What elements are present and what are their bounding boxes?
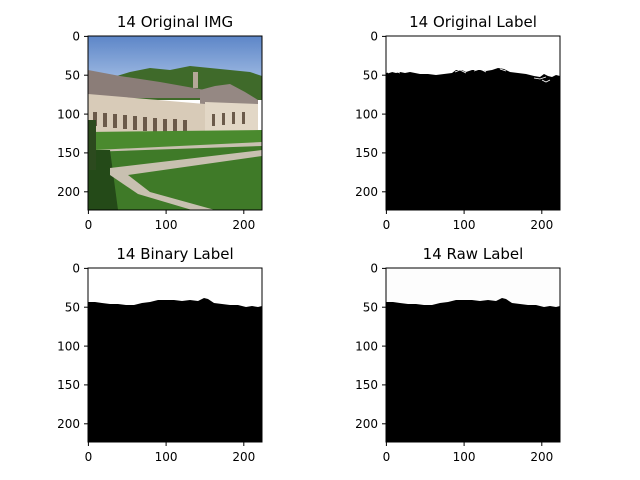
y-axis: 0 50 100 150 200 (355, 262, 386, 431)
y-tick-label: 0 (72, 262, 80, 276)
photo-windows (93, 112, 245, 133)
y-axis: 0 50 100 150 200 (57, 262, 88, 431)
x-tick-label: 200 (530, 450, 553, 464)
mask-image (88, 268, 262, 442)
y-axis: 0 50 100 150 200 (355, 30, 386, 199)
y-tick-label: 0 (370, 30, 378, 44)
x-tick-label: 0 (85, 450, 93, 464)
mask-edge-noise (387, 68, 551, 83)
y-tick-label: 100 (57, 107, 80, 121)
panel-original-img: 14 Original IMG (57, 13, 263, 232)
axis-frame (87, 267, 263, 443)
x-axis: 0 100 200 (383, 442, 553, 464)
y-tick-label: 150 (57, 146, 80, 160)
panel-title: 14 Original IMG (117, 13, 233, 31)
x-axis: 0 100 200 (383, 210, 553, 232)
x-tick-label: 100 (453, 450, 476, 464)
x-tick-label: 200 (232, 450, 255, 464)
x-tick-label: 200 (530, 218, 553, 232)
panel-title: 14 Original Label (409, 13, 537, 31)
x-tick-label: 0 (85, 218, 93, 232)
mask-image (386, 268, 560, 442)
photo-roof (88, 70, 210, 98)
panel-binary-label: 14 Binary Label 0 100 200 0 50 100 150 (57, 245, 263, 464)
y-tick-label: 0 (370, 262, 378, 276)
y-tick-label: 150 (57, 378, 80, 392)
axis-frame (385, 267, 561, 443)
photo-path-curve (110, 150, 262, 210)
y-tick-label: 200 (355, 185, 378, 199)
x-axis: 0 100 200 (85, 210, 255, 232)
y-tick-label: 100 (355, 339, 378, 353)
x-axis: 0 100 200 (85, 442, 255, 464)
x-tick-label: 0 (383, 218, 391, 232)
y-tick-label: 0 (72, 30, 80, 44)
panel-title: 14 Binary Label (116, 245, 233, 263)
panel-raw-label: 14 Raw Label 0 100 200 0 50 100 150 20 (355, 245, 561, 464)
panel-title: 14 Raw Label (423, 245, 524, 263)
mask-foreground (386, 298, 560, 442)
y-tick-label: 50 (65, 68, 80, 82)
y-tick-label: 100 (355, 107, 378, 121)
y-tick-label: 50 (65, 300, 80, 314)
photo-tree-left (88, 120, 96, 170)
y-tick-label: 50 (363, 300, 378, 314)
y-tick-label: 200 (57, 417, 80, 431)
y-tick-label: 150 (355, 378, 378, 392)
mask-foreground (88, 298, 262, 442)
y-tick-label: 200 (57, 185, 80, 199)
photo-tower (193, 72, 198, 88)
x-tick-label: 0 (383, 450, 391, 464)
y-axis: 0 50 100 150 200 (57, 30, 88, 199)
y-tick-label: 200 (355, 417, 378, 431)
x-tick-label: 100 (453, 218, 476, 232)
y-tick-label: 150 (355, 146, 378, 160)
x-tick-label: 100 (155, 218, 178, 232)
mask-image (386, 36, 560, 210)
photo-image (88, 36, 262, 210)
axis-frame (385, 35, 561, 211)
photo-wall-right (205, 102, 258, 134)
photo-roof-right (200, 84, 258, 104)
axis-frame (87, 35, 263, 211)
x-tick-label: 100 (155, 450, 178, 464)
y-tick-label: 50 (363, 68, 378, 82)
mask-foreground (386, 68, 560, 210)
x-tick-label: 200 (232, 218, 255, 232)
y-tick-label: 100 (57, 339, 80, 353)
panel-original-label: 14 Original Label 0 100 200 (355, 13, 561, 232)
